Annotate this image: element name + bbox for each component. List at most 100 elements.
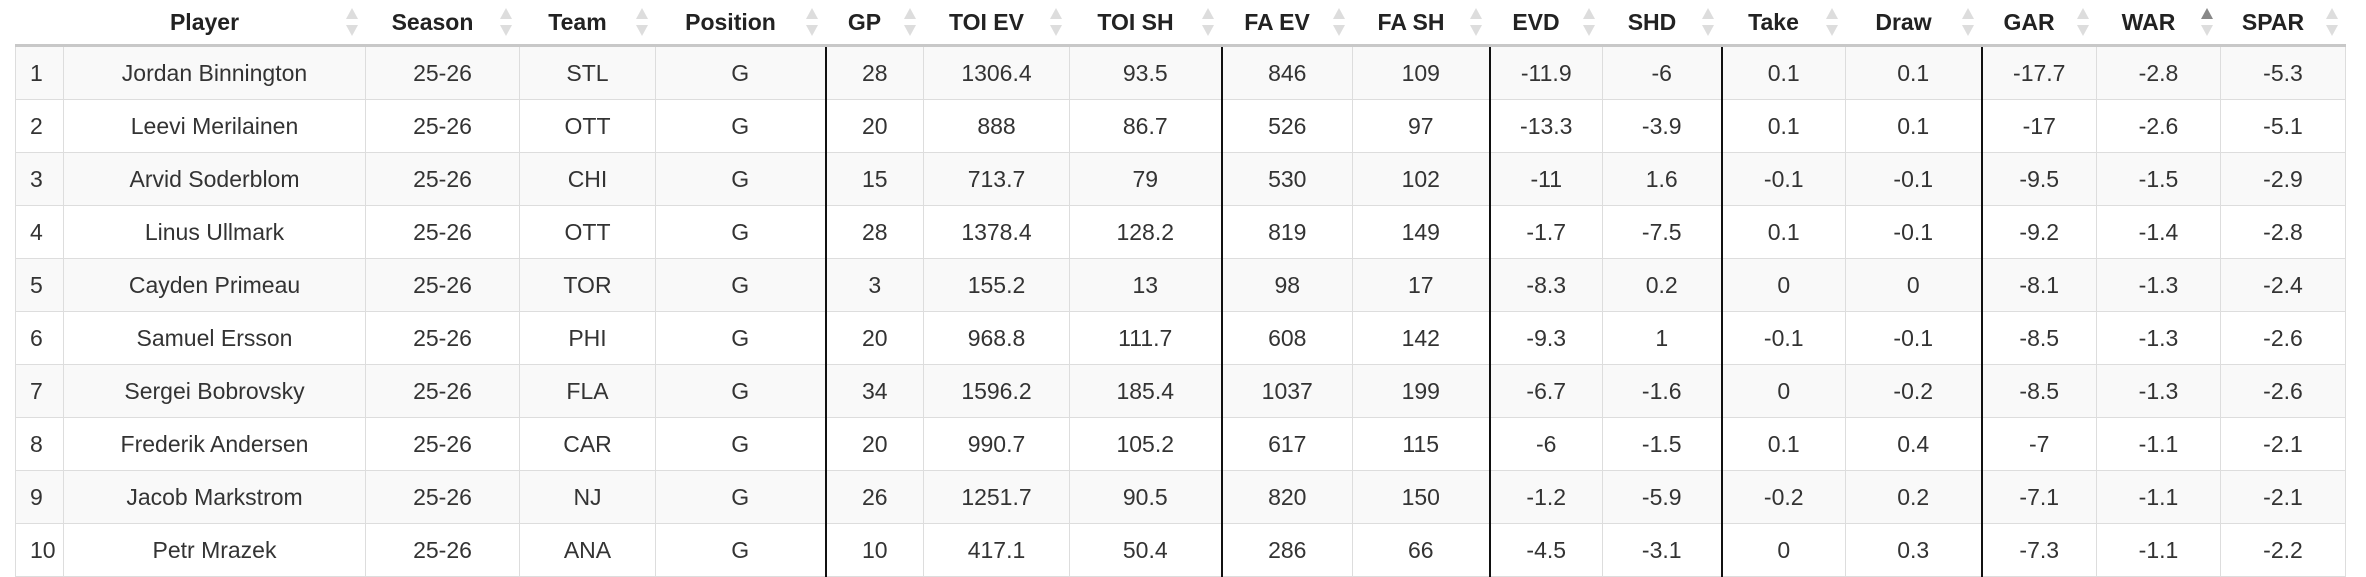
column-header-gp[interactable]: GP bbox=[825, 0, 924, 47]
cell-evd: -9.3 bbox=[1488, 311, 1603, 365]
sort-down-icon bbox=[1469, 25, 1482, 36]
cell-shd: -3.9 bbox=[1602, 99, 1722, 153]
column-header-war[interactable]: WAR bbox=[2096, 0, 2221, 47]
column-label: Take bbox=[1748, 8, 1799, 35]
cell-index: 3 bbox=[15, 152, 64, 206]
cell-evd: -11.9 bbox=[1488, 45, 1603, 100]
cell-team: CHI bbox=[519, 152, 656, 206]
sort-icon[interactable] bbox=[1825, 6, 1838, 38]
sort-up-icon bbox=[805, 8, 818, 19]
column-header-gar[interactable]: GAR bbox=[1981, 0, 2097, 47]
sort-up-icon bbox=[2325, 8, 2338, 19]
cell-player: Jordan Binnington bbox=[63, 45, 366, 100]
cell-index: 10 bbox=[15, 523, 64, 577]
column-header-player[interactable]: Player bbox=[63, 0, 366, 47]
cell-fa-sh: 97 bbox=[1352, 99, 1490, 153]
cell-team: OTT bbox=[519, 205, 656, 259]
sort-icon[interactable] bbox=[1049, 6, 1062, 38]
cell-fa-ev: 820 bbox=[1220, 470, 1353, 524]
cell-gar: -9.5 bbox=[1980, 152, 2097, 206]
cell-season: 25-26 bbox=[365, 523, 520, 577]
table-row[interactable]: 1 Jordan Binnington 25-26 STL G 28 1306.4 93.5 8… bbox=[15, 45, 2346, 100]
table-body: 1 Jordan Binnington 25-26 STL G 28 1306.4 93.5 8… bbox=[15, 45, 2346, 577]
table-row[interactable]: 4 Linus Ullmark 25-26 OTT G 28 1378.4 128.2 819 1… bbox=[15, 205, 2346, 259]
table-row[interactable]: 6 Samuel Ersson 25-26 PHI G 20 968.8 111.7 608 14… bbox=[15, 311, 2346, 365]
table-row[interactable]: 7 Sergei Bobrovsky 25-26 FLA G 34 1596.2 185.4 1… bbox=[15, 364, 2346, 418]
cell-war: -1.3 bbox=[2096, 258, 2221, 312]
cell-evd: -13.3 bbox=[1488, 99, 1603, 153]
sort-icon[interactable] bbox=[805, 6, 818, 38]
cell-gp: 3 bbox=[824, 258, 924, 312]
cell-fa-sh: 150 bbox=[1352, 470, 1490, 524]
column-header-draw[interactable]: Draw bbox=[1845, 0, 1982, 47]
cell-shd: -3.1 bbox=[1602, 523, 1722, 577]
cell-evd: -8.3 bbox=[1488, 258, 1603, 312]
sort-icon[interactable] bbox=[1201, 6, 1214, 38]
table-row[interactable]: 10 Petr Mrazek 25-26 ANA G 10 417.1 50.4 286 66 -4… bbox=[15, 523, 2346, 577]
cell-fa-sh: 199 bbox=[1352, 364, 1490, 418]
column-label: WAR bbox=[2121, 8, 2176, 35]
cell-evd: -6.7 bbox=[1488, 364, 1603, 418]
table-row[interactable]: 2 Leevi Merilainen 25-26 OTT G 20 888 86.7 526 97… bbox=[15, 99, 2346, 153]
sort-down-icon bbox=[903, 25, 916, 36]
cell-gp: 20 bbox=[824, 99, 924, 153]
sort-icon[interactable] bbox=[345, 6, 358, 38]
sort-icon[interactable] bbox=[2200, 6, 2213, 38]
sort-icon[interactable] bbox=[1332, 6, 1345, 38]
column-header-take[interactable]: Take bbox=[1721, 0, 1846, 47]
column-header-fa-sh[interactable]: FA SH bbox=[1352, 0, 1490, 47]
column-label: Team bbox=[548, 8, 607, 35]
cell-toi-ev: 155.2 bbox=[923, 258, 1070, 312]
table-row[interactable]: 9 Jacob Markstrom 25-26 NJ G 26 1251.7 90.5 820 1… bbox=[15, 470, 2346, 524]
table-row[interactable]: 8 Frederik Andersen 25-26 CAR G 20 990.7 105.2 6… bbox=[15, 417, 2346, 471]
column-header-season[interactable]: Season bbox=[365, 0, 520, 47]
table-row[interactable]: 5 Cayden Primeau 25-26 TOR G 3 155.2 13 98 17 -8.3… bbox=[15, 258, 2346, 312]
column-header-toi-sh[interactable]: TOI SH bbox=[1069, 0, 1222, 47]
sort-icon[interactable] bbox=[1469, 6, 1482, 38]
column-header-toi-ev[interactable]: TOI EV bbox=[923, 0, 1070, 47]
cell-season: 25-26 bbox=[365, 205, 520, 259]
cell-draw: 0 bbox=[1845, 258, 1982, 312]
cell-fa-ev: 530 bbox=[1220, 152, 1353, 206]
sort-icon[interactable] bbox=[1961, 6, 1974, 38]
cell-take: 0.1 bbox=[1720, 417, 1846, 471]
cell-shd: -6 bbox=[1602, 45, 1722, 100]
cell-evd: -1.2 bbox=[1488, 470, 1603, 524]
sort-icon[interactable] bbox=[499, 6, 512, 38]
cell-position: G bbox=[655, 417, 826, 471]
column-header-shd[interactable]: SHD bbox=[1602, 0, 1722, 47]
sort-down-icon bbox=[2076, 25, 2089, 36]
sort-up-icon bbox=[1701, 8, 1714, 19]
cell-fa-ev: 1037 bbox=[1220, 364, 1353, 418]
column-header-team[interactable]: Team bbox=[519, 0, 656, 47]
cell-toi-ev: 1378.4 bbox=[923, 205, 1070, 259]
column-header-spar[interactable]: SPAR bbox=[2220, 0, 2346, 47]
cell-evd: -4.5 bbox=[1488, 523, 1603, 577]
cell-gar: -17 bbox=[1980, 99, 2097, 153]
sort-icon[interactable] bbox=[2076, 6, 2089, 38]
cell-toi-sh: 79 bbox=[1069, 152, 1222, 206]
cell-spar: -2.8 bbox=[2220, 205, 2346, 259]
cell-draw: -0.1 bbox=[1845, 311, 1982, 365]
sort-icon[interactable] bbox=[1582, 6, 1595, 38]
sort-icon[interactable] bbox=[1701, 6, 1714, 38]
cell-toi-sh: 128.2 bbox=[1069, 205, 1222, 259]
cell-gar: -8.5 bbox=[1980, 364, 2097, 418]
cell-gp: 15 bbox=[824, 152, 924, 206]
column-header-position[interactable]: Position bbox=[655, 0, 826, 47]
cell-evd: -1.7 bbox=[1488, 205, 1603, 259]
cell-take: 0.1 bbox=[1720, 205, 1846, 259]
column-label: GP bbox=[847, 8, 882, 35]
cell-fa-ev: 286 bbox=[1220, 523, 1353, 577]
cell-team: PHI bbox=[519, 311, 656, 365]
column-header-fa-ev[interactable]: FA EV bbox=[1221, 0, 1353, 47]
cell-war: -1.1 bbox=[2096, 523, 2221, 577]
sort-down-icon bbox=[1582, 25, 1595, 36]
cell-index: 8 bbox=[15, 417, 64, 471]
column-header-evd[interactable]: EVD bbox=[1489, 0, 1603, 47]
sort-icon[interactable] bbox=[635, 6, 648, 38]
table-row[interactable]: 3 Arvid Soderblom 25-26 CHI G 15 713.7 79 530 102… bbox=[15, 152, 2346, 206]
sort-icon[interactable] bbox=[2325, 6, 2338, 38]
sort-icon[interactable] bbox=[903, 6, 916, 38]
cell-draw: -0.1 bbox=[1845, 152, 1982, 206]
